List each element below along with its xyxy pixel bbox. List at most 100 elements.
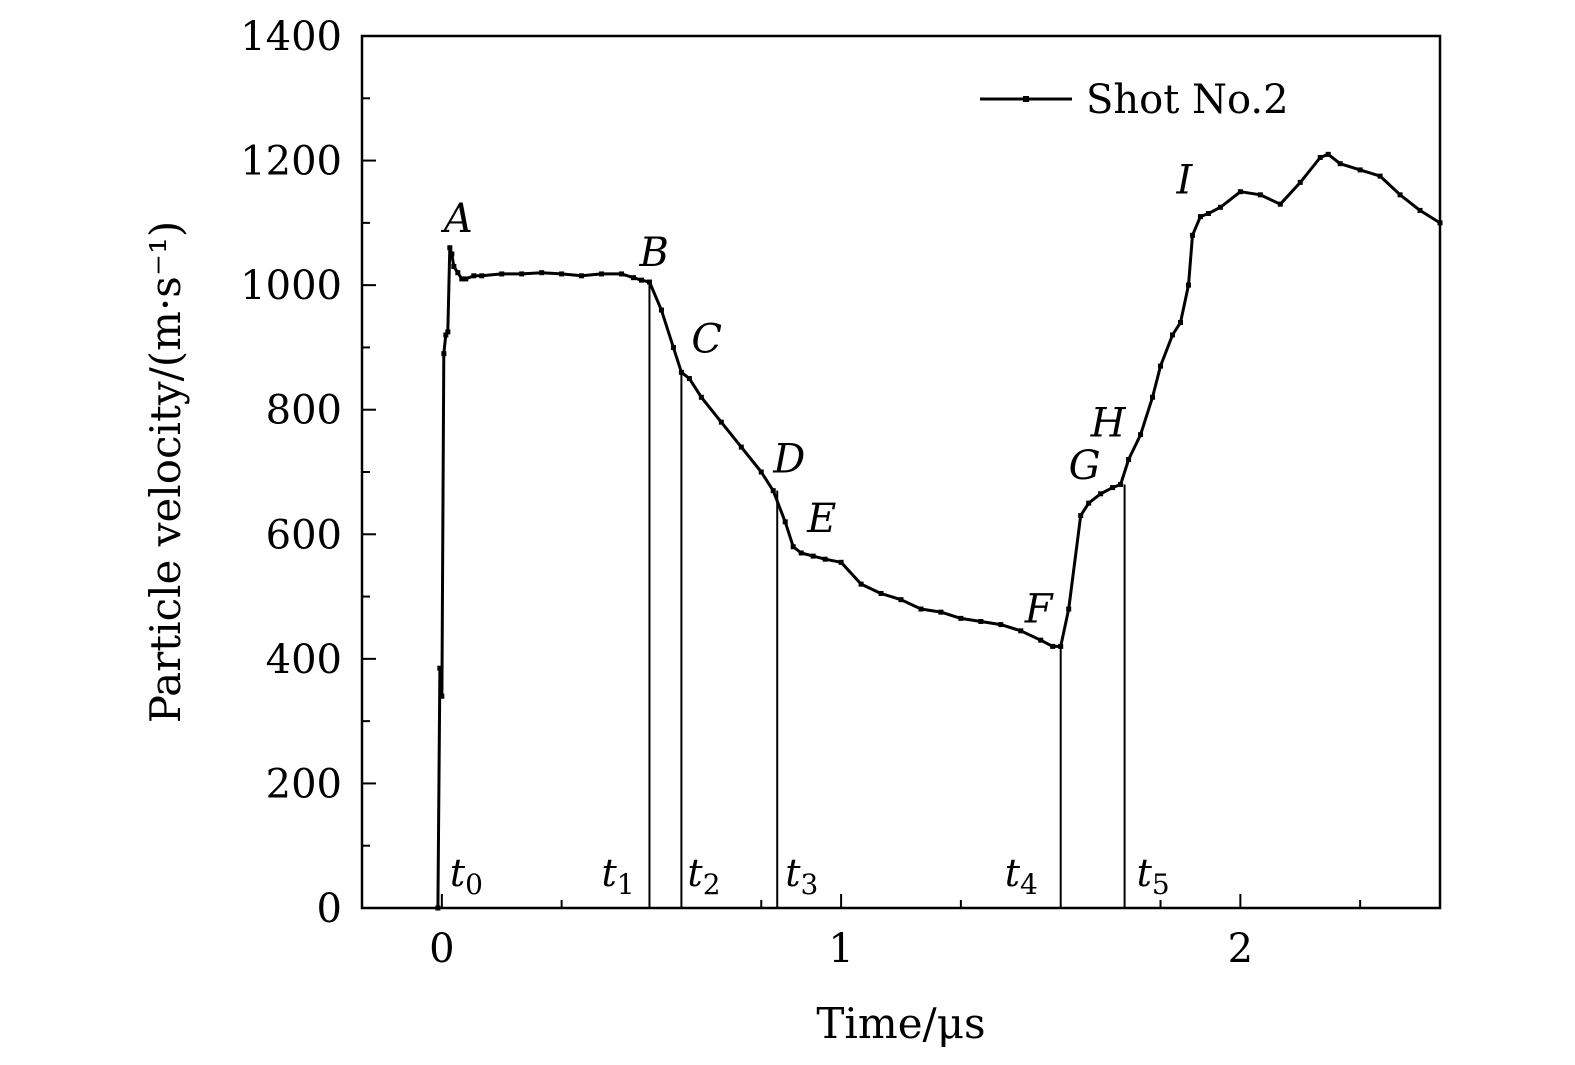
series-point xyxy=(519,271,525,277)
series-point xyxy=(1189,232,1195,238)
x-axis: 0 1 2 xyxy=(361,894,1362,972)
x-tick-label: 1 xyxy=(828,926,853,972)
series-point xyxy=(858,581,864,587)
series-point xyxy=(1169,332,1175,338)
time-marker-label: t5 xyxy=(1137,851,1170,901)
series-point xyxy=(599,271,605,277)
series-point xyxy=(1317,154,1323,160)
series-point xyxy=(658,307,664,313)
series-point xyxy=(579,273,585,279)
series-point xyxy=(1377,173,1383,179)
series-point xyxy=(738,444,744,450)
point-label-i: I xyxy=(1175,158,1193,204)
x-tick-label: 0 xyxy=(429,926,454,972)
series-point xyxy=(451,263,457,269)
series-point xyxy=(1138,432,1144,438)
time-marker-label: t3 xyxy=(785,851,818,901)
series-point xyxy=(447,245,453,251)
series-point xyxy=(1158,363,1164,369)
series-point xyxy=(1126,457,1132,463)
series-point xyxy=(758,469,764,475)
series-point xyxy=(670,344,676,350)
series-point xyxy=(1277,201,1283,207)
series-point xyxy=(822,556,828,562)
series-point xyxy=(539,270,545,276)
series-point xyxy=(686,376,692,382)
y-tick-label: 1400 xyxy=(240,14,342,60)
series-point xyxy=(770,488,776,494)
series-point xyxy=(445,329,451,335)
series-point xyxy=(437,665,443,671)
series-point xyxy=(1038,637,1044,643)
series-point xyxy=(1050,643,1056,649)
series-point xyxy=(1177,320,1183,326)
point-label-b: B xyxy=(638,230,668,276)
series-point xyxy=(1185,282,1191,288)
series-point xyxy=(1150,394,1156,400)
series-point xyxy=(455,270,461,276)
point-label-h: H xyxy=(1090,400,1127,446)
point-label-g: G xyxy=(1069,443,1101,489)
time-markers: t0 t1 t2 t3 t4 t5 xyxy=(450,282,1170,908)
series-point xyxy=(499,271,505,277)
y-axis-title: Particle velocity/(m·s⁻¹) xyxy=(141,221,190,723)
series-point xyxy=(1118,481,1124,487)
y-tick-label: 200 xyxy=(266,761,342,807)
series-point xyxy=(435,905,441,911)
series-point xyxy=(559,271,565,277)
series-point xyxy=(958,615,964,621)
time-marker-label: t4 xyxy=(1005,851,1038,901)
point-label-e: E xyxy=(806,496,836,542)
series-point xyxy=(718,419,724,425)
legend-marker xyxy=(1023,96,1029,102)
series-point xyxy=(1217,204,1223,210)
series-point xyxy=(798,550,804,556)
series-point xyxy=(898,597,904,603)
series-point xyxy=(1086,500,1092,506)
series-point xyxy=(479,273,485,279)
series-point xyxy=(1297,179,1303,185)
series-point xyxy=(441,351,447,357)
series-point xyxy=(1205,211,1211,217)
series-point xyxy=(878,590,884,596)
series-point xyxy=(1110,485,1116,491)
series-point xyxy=(1237,189,1243,195)
y-tick-label: 0 xyxy=(317,886,342,932)
series-point xyxy=(439,693,445,699)
series-point xyxy=(1397,192,1403,198)
series-point xyxy=(1058,643,1064,649)
point-label-f: F xyxy=(1024,586,1054,632)
legend-label: Shot No.2 xyxy=(1086,77,1289,123)
y-axis: 0 200 400 600 800 1000 1200 1400 xyxy=(240,14,376,932)
series-point xyxy=(938,609,944,615)
x-tick-label: 2 xyxy=(1228,926,1253,972)
point-label-a: A xyxy=(440,196,473,242)
series-point xyxy=(998,622,1004,628)
series-point xyxy=(1018,628,1024,634)
series-point xyxy=(678,369,684,375)
point-label-d: D xyxy=(772,437,805,483)
point-label-c: C xyxy=(691,316,722,362)
point-labels: A BC DE F GH I xyxy=(440,158,1194,633)
series-point xyxy=(782,519,788,525)
series-point xyxy=(471,273,477,279)
series-point xyxy=(463,276,469,282)
series-point xyxy=(646,279,652,285)
series-point xyxy=(918,606,924,612)
time-marker-label: t1 xyxy=(601,851,634,901)
series-point xyxy=(449,251,455,257)
y-tick-label: 800 xyxy=(266,388,342,434)
y-tick-label: 400 xyxy=(266,637,342,683)
series-line-shot-no-2 xyxy=(436,152,1441,909)
plot-frame xyxy=(360,34,1442,910)
time-marker-label: t2 xyxy=(687,851,720,901)
series-point xyxy=(459,276,465,282)
series-point xyxy=(1337,161,1343,167)
time-marker-label: t0 xyxy=(450,851,483,901)
series-points xyxy=(435,151,1443,911)
series-point xyxy=(630,275,636,281)
series-point xyxy=(619,271,625,277)
series-point xyxy=(698,394,704,400)
series-point xyxy=(810,553,816,559)
